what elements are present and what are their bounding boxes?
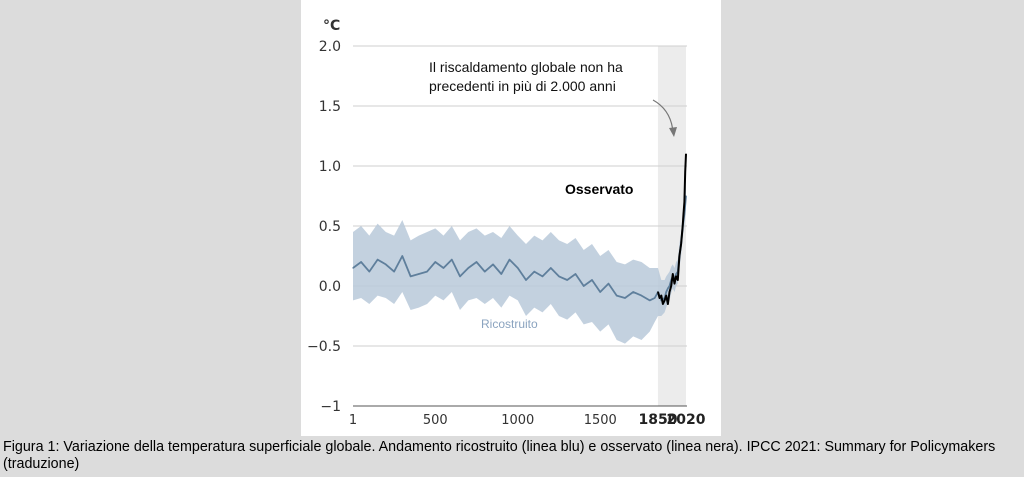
- reconstructed-point: [640, 295, 643, 297]
- observed-point: [682, 225, 684, 227]
- x-tick-label: 1500: [584, 413, 617, 428]
- observed-point: [678, 255, 681, 257]
- y-tick-label: 0.0: [319, 279, 341, 295]
- observed-point: [659, 297, 661, 299]
- y-tick-label: 0.5: [319, 219, 341, 235]
- reconstructed-point: [360, 261, 362, 263]
- reconstructed-point: [475, 261, 478, 263]
- reconstructed-point: [665, 291, 667, 293]
- observed-point: [665, 295, 667, 297]
- annotation-line-1: Il riscaldamento globale non ha: [429, 59, 623, 75]
- y-tick-label: 1.0: [319, 159, 341, 175]
- reconstructed-point: [500, 273, 502, 275]
- reconstructed-point: [649, 299, 651, 301]
- reconstructed-point: [376, 259, 379, 261]
- observed-line: [657, 153, 687, 305]
- reconstructed-point: [517, 267, 519, 269]
- reconstructed-point: [675, 273, 677, 275]
- x-tick-label: 1000: [501, 413, 534, 428]
- reconstructed-point: [467, 267, 469, 269]
- figure-caption: Figura 1: Variazione della temperatura s…: [3, 439, 996, 472]
- reconstructed-point: [442, 267, 445, 269]
- y-tick-label: −0.5: [307, 339, 341, 355]
- reconstructed-point: [426, 271, 428, 273]
- y-tick-labels: 2.0 1.5 1.0 0.5 0.0 −0.5 −1: [307, 39, 341, 415]
- reconstructed-point: [368, 271, 370, 273]
- reconstructed-point: [591, 279, 593, 281]
- annotation-line-2: precedenti in più di 2.000 anni: [429, 78, 616, 94]
- observed-point: [670, 285, 672, 287]
- observed-point: [663, 299, 666, 301]
- series-label-osservato: Osservato: [565, 181, 633, 197]
- annotation-arrowhead: [669, 127, 677, 137]
- reconstructed-point: [533, 271, 535, 273]
- y-tick-label: 1.5: [319, 99, 341, 115]
- reconstructed-point: [409, 275, 412, 277]
- reconstructed-point: [352, 267, 354, 269]
- observed-point: [677, 279, 679, 281]
- reconstructed-point: [508, 259, 511, 261]
- observed-point: [673, 283, 676, 285]
- x-tick-label: 500: [423, 413, 448, 428]
- observed-point: [683, 201, 685, 203]
- reconstructed-point: [541, 275, 544, 277]
- reconstructed-point: [550, 267, 552, 269]
- x-tick-label: 1850: [638, 412, 677, 428]
- observed-point: [667, 303, 669, 305]
- reconstructed-point: [667, 287, 669, 289]
- reconstructed-point: [401, 255, 403, 257]
- series-lines-layer: [352, 153, 687, 305]
- temperature-chart: 2.01.51.00.50.0−0.5−1 1 500 1000 1500 185020…: [307, 18, 706, 428]
- observed-point: [675, 275, 677, 277]
- reconstructed-point: [685, 195, 687, 197]
- y-axis-unit-label: °C: [323, 18, 340, 34]
- reconstructed-point: [418, 273, 420, 275]
- observed-point: [657, 291, 659, 293]
- reconstructed-point: [566, 279, 568, 281]
- reconstructed-point: [492, 263, 494, 265]
- reconstructed-point: [607, 283, 610, 285]
- reconstructed-point: [632, 291, 634, 293]
- figure-panel: 2.0 1.5 1.0 0.5 0.0 −0.5 −1 1 500 1000 1500 1850 20…: [301, 0, 721, 436]
- series-label-ricostruito: Ricostruito: [481, 317, 538, 331]
- reconstructed-point: [434, 261, 436, 263]
- reconstructed-uncertainty-band: [353, 184, 686, 344]
- y-tick-label: −1: [320, 399, 341, 415]
- reconstructed-point: [583, 285, 585, 287]
- reconstructed-point: [616, 295, 618, 297]
- reconstructed-point: [599, 291, 601, 293]
- reconstructed-point: [624, 297, 626, 299]
- observed-point: [672, 273, 674, 275]
- observed-point: [668, 291, 671, 293]
- reconstructed-point: [385, 263, 387, 265]
- reconstructed-point: [558, 275, 560, 277]
- observed-point: [660, 295, 662, 297]
- reconstructed-point: [393, 271, 395, 273]
- observed-point: [685, 153, 687, 155]
- grid-lines: [353, 45, 687, 407]
- reconstructed-point: [574, 273, 577, 275]
- observed-point: [682, 213, 685, 215]
- reconstructed-point: [654, 297, 656, 299]
- observed-point: [662, 303, 664, 305]
- reconstructed-point: [668, 285, 671, 287]
- observed-point: [680, 243, 682, 245]
- y-tick-label: 2.0: [319, 39, 341, 55]
- reconstructed-point: [484, 271, 486, 273]
- uncertainty-band-layer: [353, 184, 686, 344]
- x-tick-label: 1: [349, 413, 357, 428]
- observed-point: [684, 171, 686, 173]
- reconstructed-point: [451, 259, 453, 261]
- reconstructed-point: [525, 279, 527, 281]
- reconstructed-point: [459, 275, 461, 277]
- x-tick-label: 2020: [667, 412, 706, 428]
